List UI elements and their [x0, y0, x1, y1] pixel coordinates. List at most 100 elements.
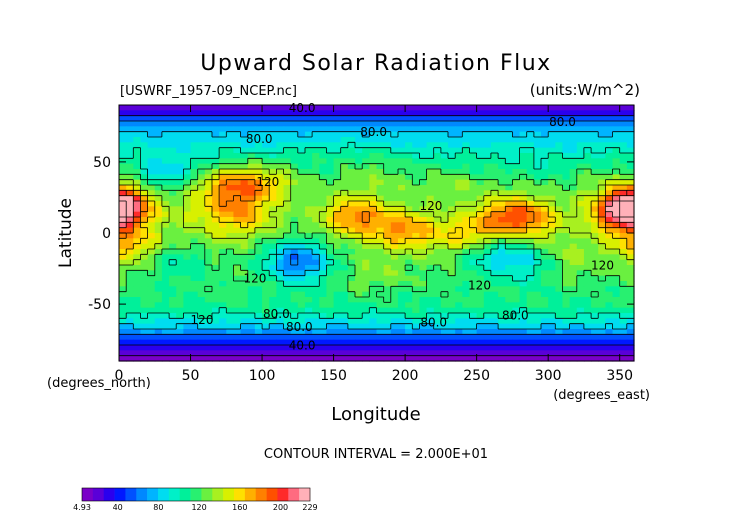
field-cell: [562, 281, 571, 287]
field-cell: [297, 318, 306, 325]
field-cell: [598, 281, 606, 287]
field-cell: [619, 275, 628, 282]
field-cell: [204, 147, 213, 154]
field-cell: [269, 190, 277, 197]
field-cell: [362, 190, 370, 197]
field-cell: [276, 131, 285, 138]
field-cell: [626, 126, 635, 133]
field-cell: [490, 142, 499, 149]
field-cell: [297, 147, 306, 154]
field-cell: [555, 265, 564, 271]
field-cell: [390, 211, 399, 218]
field-cell: [455, 142, 463, 149]
field-cell: [254, 339, 263, 346]
field-cell: [304, 307, 313, 314]
field-cell: [548, 238, 556, 245]
field-cell: [161, 265, 170, 271]
field-cell: [483, 275, 492, 282]
field-cell: [476, 105, 485, 111]
field-cell: [376, 153, 385, 159]
field-cell: [340, 259, 349, 266]
field-cell: [519, 297, 528, 303]
field-cell: [419, 158, 428, 165]
field-cell: [154, 206, 163, 213]
field-cell: [340, 163, 349, 170]
field-cell: [476, 115, 485, 122]
field-cell: [426, 153, 435, 159]
field-cell: [462, 259, 471, 266]
field-cell: [219, 286, 227, 293]
field-cell: [555, 105, 564, 111]
field-cell: [548, 121, 556, 127]
field-cell: [469, 115, 478, 122]
field-cell: [154, 121, 163, 127]
field-cell: [133, 281, 142, 287]
field-cell: [383, 206, 392, 213]
field-cell: [369, 286, 378, 293]
field-cell: [612, 147, 621, 154]
field-cell: [333, 211, 342, 218]
field-cell: [126, 233, 134, 239]
field-cell: [204, 254, 213, 261]
field-cell: [519, 206, 528, 213]
field-cell: [304, 217, 313, 223]
field-cell: [548, 137, 556, 143]
field-cell: [555, 185, 564, 191]
field-cell: [119, 115, 127, 122]
field-cell: [612, 318, 621, 325]
field-cell: [219, 307, 227, 314]
field-cell: [240, 329, 249, 335]
field-cell: [297, 345, 306, 351]
field-cell: [319, 270, 328, 277]
field-cell: [140, 254, 149, 261]
field-cell: [190, 259, 199, 266]
field-cell: [304, 126, 313, 133]
field-cell: [555, 302, 564, 309]
field-cell: [226, 286, 235, 293]
field-cell: [591, 137, 599, 143]
contour-label: 40.0: [289, 338, 316, 352]
field-cell: [490, 345, 499, 351]
field-cell: [483, 115, 492, 122]
field-cell: [505, 350, 513, 357]
field-cell: [448, 265, 456, 271]
field-cell: [140, 185, 149, 191]
field-cell: [576, 121, 585, 127]
field-cell: [498, 281, 506, 287]
field-cell: [369, 185, 378, 191]
field-cell: [426, 334, 435, 341]
field-cell: [355, 233, 363, 239]
field-cell: [412, 153, 421, 159]
field-cell: [183, 286, 192, 293]
field-cell: [455, 206, 463, 213]
x-tick-label: 250: [463, 368, 490, 384]
field-cell: [626, 249, 635, 255]
field-cell: [262, 179, 270, 186]
field-cell: [397, 190, 406, 197]
field-cell: [541, 131, 549, 138]
field-cell: [183, 169, 192, 175]
field-cell: [233, 339, 242, 346]
field-cell: [555, 201, 564, 207]
field-cell: [541, 291, 549, 298]
x-tick-label: 200: [392, 368, 419, 384]
field-cell: [240, 350, 249, 357]
field-cell: [290, 233, 299, 239]
field-cell: [605, 329, 614, 335]
field-cell: [397, 169, 406, 175]
field-cell: [541, 339, 549, 346]
field-cell: [176, 142, 184, 149]
field-cell: [119, 105, 127, 111]
field-cell: [576, 179, 585, 186]
field-cell: [576, 110, 585, 117]
field-cell: [619, 307, 628, 314]
field-cell: [304, 355, 313, 362]
field-cell: [612, 249, 621, 255]
field-cell: [269, 163, 277, 170]
field-cell: [440, 110, 449, 117]
field-cell: [297, 249, 306, 255]
field-cell: [419, 195, 428, 202]
contour-label: 120: [419, 199, 442, 213]
field-cell: [591, 297, 599, 303]
